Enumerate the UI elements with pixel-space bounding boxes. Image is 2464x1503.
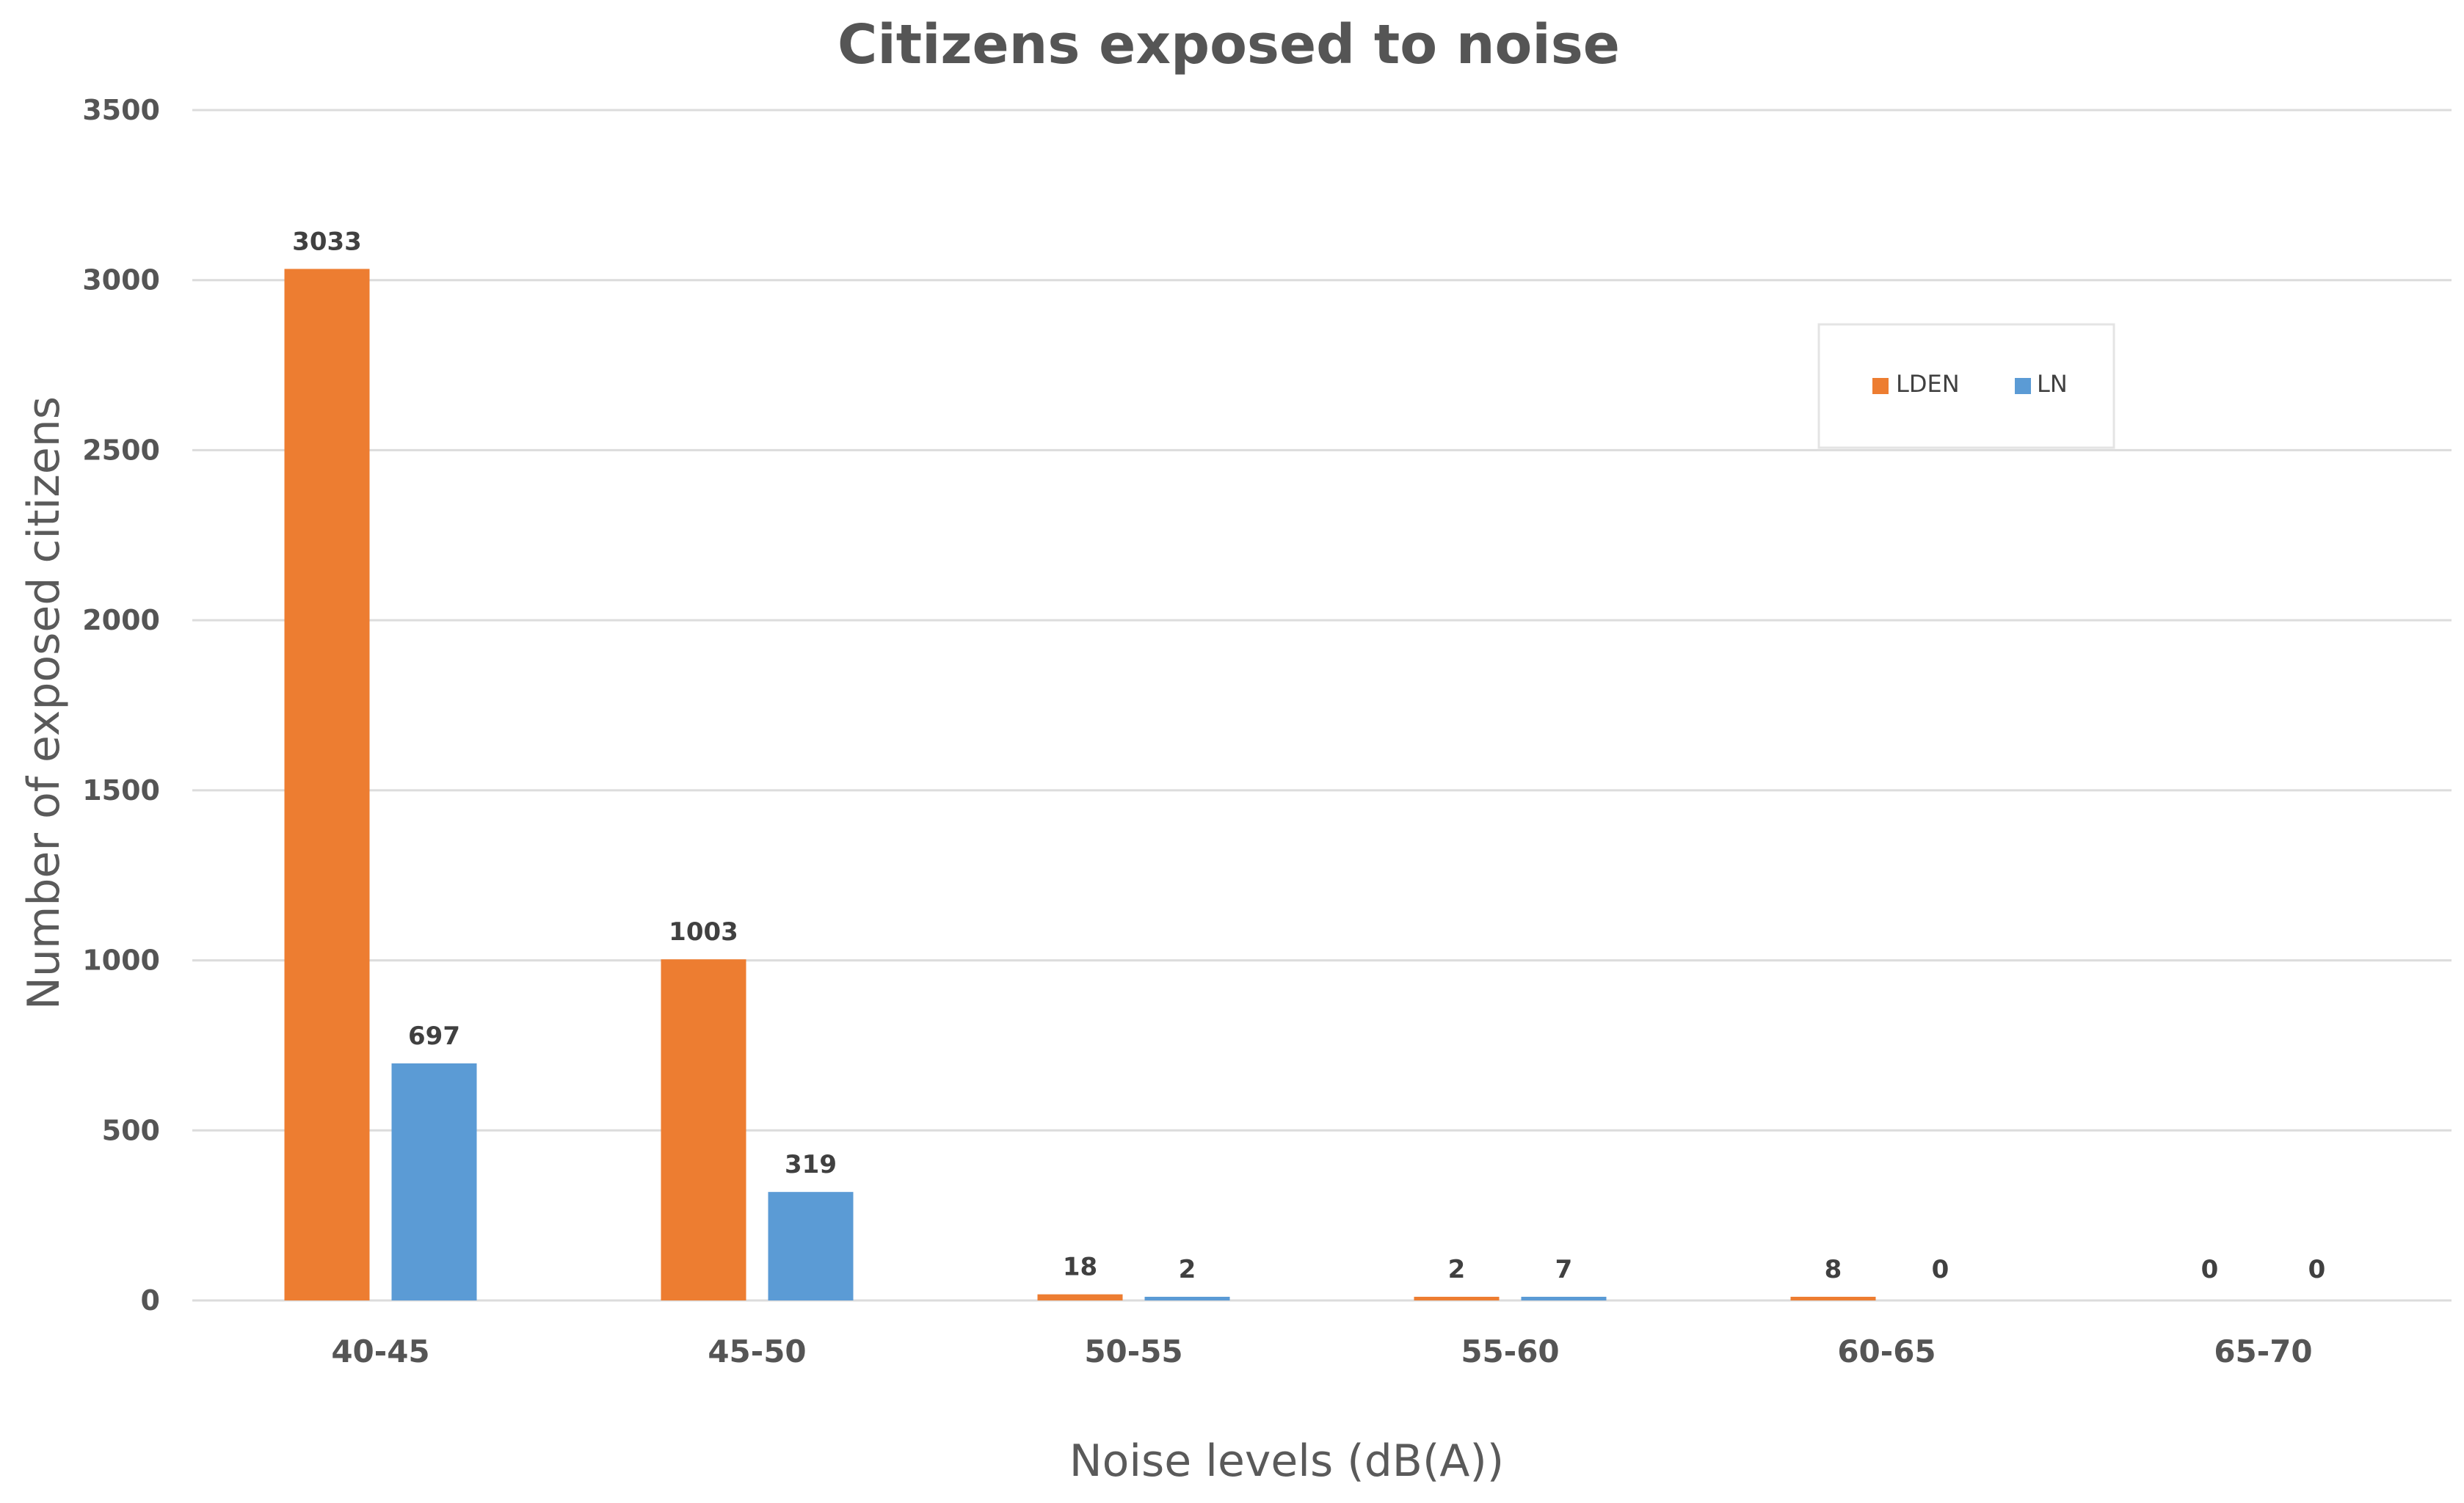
bar-lden-45-50	[661, 959, 746, 1300]
x-tick-label-65-70: 65-70	[2214, 1333, 2312, 1369]
data-labels: 3033 697 1003 319 18 2 2 7 8 0 0 0	[292, 227, 2325, 1284]
legend: LDEN LN	[1817, 323, 2115, 449]
y-tick-label-1500: 1500	[82, 774, 160, 807]
bar-lden-60-65	[1790, 1297, 1876, 1300]
x-tick-label-50-55: 50-55	[1084, 1333, 1182, 1369]
y-tick-label-0: 0	[141, 1284, 160, 1317]
bar-ln-50-55	[1144, 1297, 1230, 1300]
y-axis: 0 500 1000 1500 2000 2500 3000 3500	[82, 94, 160, 1317]
data-label-lden-45-50: 1003	[669, 917, 738, 947]
bar-ln-45-50	[768, 1192, 854, 1300]
chart-title: Citizens exposed to noise	[837, 13, 1620, 76]
data-label-ln-50-55: 2	[1179, 1255, 1196, 1284]
bar-lden-40-45	[284, 269, 370, 1300]
bar-lden-50-55	[1037, 1294, 1123, 1300]
gridlines	[192, 109, 2452, 1302]
data-label-ln-40-45: 697	[408, 1022, 460, 1051]
y-axis-title: Number of exposed citizens	[18, 396, 70, 1010]
data-label-lden-60-65: 8	[1825, 1255, 1842, 1284]
y-tick-label-2500: 2500	[82, 434, 160, 466]
bar-ln-55-60	[1521, 1297, 1607, 1300]
legend-label-ln: LN	[2037, 370, 2068, 398]
bar-lden-55-60	[1414, 1297, 1500, 1300]
data-label-ln-55-60: 7	[1555, 1255, 1573, 1284]
x-tick-label-40-45: 40-45	[331, 1333, 429, 1369]
y-tick-label-500: 500	[102, 1114, 160, 1146]
data-label-ln-65-70: 0	[2308, 1255, 2326, 1284]
data-label-ln-45-50: 319	[785, 1150, 837, 1179]
legend-box	[1817, 323, 2115, 449]
bars	[284, 269, 1876, 1300]
x-tick-label-55-60: 55-60	[1461, 1333, 1559, 1369]
legend-swatch-ln	[2015, 378, 2031, 394]
y-tick-label-3000: 3000	[82, 264, 160, 296]
legend-swatch-lden	[1872, 378, 1889, 394]
y-tick-label-2000: 2000	[82, 604, 160, 636]
y-tick-label-3500: 3500	[82, 94, 160, 126]
x-tick-label-45-50: 45-50	[708, 1333, 806, 1369]
bar-ln-40-45	[391, 1063, 477, 1300]
legend-label-lden: LDEN	[1896, 370, 1960, 398]
data-label-lden-50-55: 18	[1063, 1253, 1097, 1282]
data-label-lden-55-60: 2	[1448, 1255, 1466, 1284]
x-axis: 40-45 45-50 50-55 55-60 60-65 65-70	[331, 1333, 2312, 1369]
x-axis-title: Noise levels (dB(A))	[1069, 1435, 1504, 1487]
data-label-lden-40-45: 3033	[292, 227, 362, 256]
data-label-ln-60-65: 0	[1932, 1255, 1949, 1284]
data-label-lden-65-70: 0	[2201, 1255, 2219, 1284]
x-tick-label-60-65: 60-65	[1837, 1333, 1936, 1369]
y-tick-label-1000: 1000	[82, 945, 160, 977]
